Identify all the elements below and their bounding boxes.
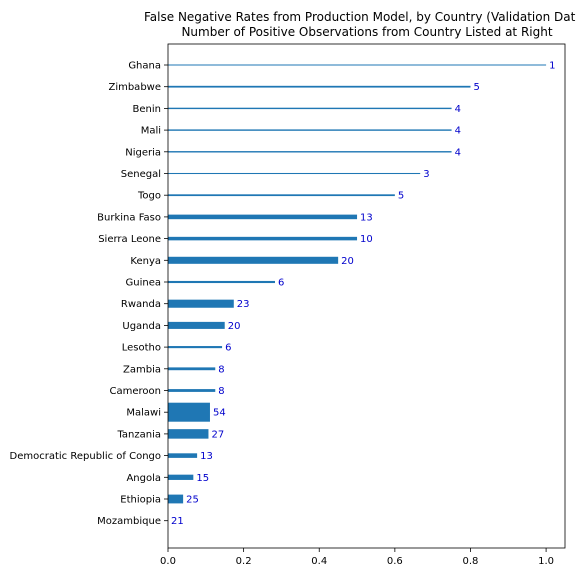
- plot-frame: [167, 43, 566, 549]
- category-labels-group: Ghana Zimbabwe Benin Mali Nigeria Senegal Togo…: [10, 61, 168, 527]
- bar-20: [168, 494, 184, 504]
- count-label-2: 4: [455, 104, 461, 115]
- x-tick-label-3: 0.6: [387, 556, 403, 567]
- count-label-19: 15: [196, 473, 209, 484]
- bar-6: [168, 194, 395, 197]
- chart-subtitle: Number of Positive Observations from Cou…: [181, 25, 552, 39]
- count-label-21: 21: [171, 516, 184, 527]
- category-label-3: Mali: [141, 126, 161, 137]
- count-label-3: 4: [455, 126, 461, 137]
- count-label-20: 25: [186, 495, 199, 506]
- category-label-13: Lesotho: [122, 343, 161, 354]
- bar-11: [168, 299, 234, 308]
- category-label-1: Zimbabwe: [108, 82, 161, 93]
- bar-17: [168, 429, 209, 439]
- category-label-12: Uganda: [122, 321, 161, 332]
- category-label-11: Rwanda: [121, 299, 161, 310]
- count-label-12: 20: [228, 321, 241, 332]
- bar-12: [168, 321, 225, 329]
- category-label-21: Mozambique: [97, 516, 161, 527]
- category-label-5: Senegal: [121, 169, 161, 180]
- bar-3: [168, 129, 452, 131]
- bar-18: [168, 453, 198, 458]
- count-label-10: 6: [278, 278, 284, 289]
- count-label-14: 8: [218, 364, 224, 375]
- count-label-1: 5: [473, 82, 479, 93]
- category-label-9: Kenya: [130, 256, 161, 267]
- category-label-8: Sierra Leone: [98, 234, 161, 245]
- count-label-18: 13: [200, 451, 213, 462]
- bar-15: [168, 389, 216, 392]
- axes-group: [167, 43, 566, 549]
- count-label-16: 54: [213, 408, 226, 419]
- x-tick-label-1: 0.2: [236, 556, 252, 567]
- category-label-7: Burkina Faso: [97, 212, 161, 223]
- bar-9: [168, 256, 339, 264]
- count-label-6: 5: [398, 191, 404, 202]
- category-label-0: Ghana: [128, 61, 161, 72]
- category-label-16: Malawi: [126, 408, 161, 419]
- x-tick-label-4: 0.8: [463, 556, 479, 567]
- count-label-0: 1: [549, 61, 555, 72]
- count-label-7: 13: [360, 212, 373, 223]
- x-ticks-group: 0.0 0.2 0.4 0.6 0.8 1.0: [160, 548, 554, 567]
- category-label-4: Nigeria: [125, 147, 161, 158]
- count-label-15: 8: [218, 386, 224, 397]
- bar-14: [168, 367, 216, 371]
- category-label-2: Benin: [133, 104, 161, 115]
- bar-0: [168, 64, 547, 66]
- count-label-8: 10: [360, 234, 373, 245]
- x-tick-label-2: 0.4: [311, 556, 327, 567]
- bars-group: [168, 64, 547, 504]
- category-label-17: Tanzania: [116, 429, 161, 440]
- bar-10: [168, 280, 276, 284]
- category-label-10: Guinea: [126, 278, 161, 289]
- chart-title: False Negative Rates from Production Mod…: [144, 10, 576, 24]
- bar-7: [168, 214, 358, 220]
- bar-1: [168, 85, 471, 88]
- count-label-9: 20: [341, 256, 354, 267]
- x-tick-label-5: 1.0: [538, 556, 554, 567]
- category-label-18: Democratic Republic of Congo: [10, 451, 161, 462]
- bar-19: [168, 474, 194, 480]
- bar-16: [168, 402, 210, 422]
- category-label-15: Cameroon: [110, 386, 161, 397]
- count-label-5: 3: [423, 169, 429, 180]
- category-label-6: Togo: [137, 191, 161, 202]
- count-label-4: 4: [455, 147, 461, 158]
- count-label-13: 6: [225, 343, 231, 354]
- category-label-19: Angola: [126, 473, 161, 484]
- bar-8: [168, 236, 358, 241]
- bar-13: [168, 346, 223, 349]
- x-tick-label-0: 0.0: [160, 556, 176, 567]
- count-label-17: 27: [211, 429, 224, 440]
- bar-2: [168, 107, 452, 110]
- category-label-14: Zambia: [123, 364, 161, 375]
- bar-4: [168, 151, 452, 153]
- category-label-20: Ethiopia: [120, 495, 161, 506]
- count-label-11: 23: [237, 299, 250, 310]
- bar-5: [168, 172, 421, 175]
